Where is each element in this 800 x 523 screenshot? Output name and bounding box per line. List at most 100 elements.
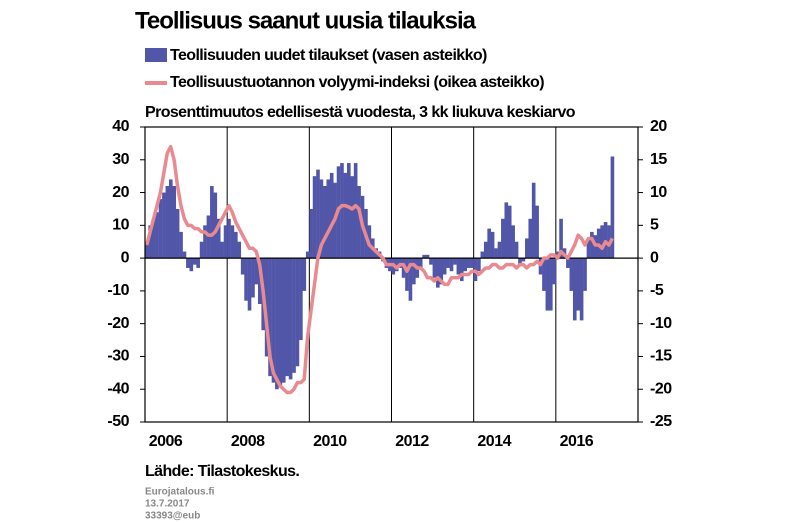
bar: [203, 225, 207, 259]
bar: [439, 258, 444, 285]
bar: [528, 218, 533, 259]
y-tick-label: -50: [107, 413, 129, 430]
y2-tick-label: 20: [650, 118, 667, 135]
bar: [466, 258, 471, 268]
bar: [507, 205, 512, 259]
plot-frame: [144, 126, 639, 423]
bar: [418, 258, 423, 268]
x-tick-label: 2016: [560, 433, 594, 450]
bar: [189, 258, 194, 272]
bar: [247, 258, 252, 311]
bar: [329, 172, 334, 259]
bar: [240, 258, 245, 275]
bar: [531, 182, 536, 259]
bar: [576, 258, 580, 311]
bar: [158, 199, 163, 259]
y-tick-label: 0: [121, 249, 130, 266]
bar: [343, 172, 348, 259]
bar: [514, 241, 519, 259]
bar: [449, 258, 454, 272]
bar: [299, 258, 303, 341]
y2-tick-label: -25: [650, 413, 672, 430]
bar: [162, 192, 166, 259]
bar: [408, 258, 413, 301]
bar: [446, 258, 450, 268]
x-tick-label: 2006: [149, 433, 183, 450]
subtitle: Prosenttimuutos edellisestä vuodesta, 3 …: [145, 104, 576, 121]
y-tick-label: 10: [112, 217, 129, 234]
bar: [196, 258, 200, 268]
bar: [487, 228, 491, 259]
bar: [309, 208, 313, 259]
bar: [357, 186, 361, 259]
bar: [545, 258, 550, 311]
bar: [168, 179, 173, 259]
y-tick-label: -30: [107, 348, 129, 365]
bar: [346, 163, 351, 259]
bar: [610, 156, 615, 259]
y-tick-label: 30: [112, 151, 129, 168]
bar: [456, 258, 461, 275]
bar: [281, 258, 286, 383]
bar: [525, 238, 529, 259]
x-tick-label: 2010: [313, 433, 347, 450]
bar: [179, 231, 183, 259]
bar: [453, 258, 457, 265]
footer: 33393@eub: [145, 511, 200, 522]
bar: [182, 251, 187, 259]
bar: [459, 258, 464, 282]
bar: [271, 258, 276, 383]
y2-tick-label: 5: [650, 217, 659, 234]
bar: [590, 231, 594, 259]
bar: [497, 241, 502, 259]
bar: [542, 258, 546, 291]
y2-tick-label: 10: [650, 184, 667, 201]
bar: [186, 258, 190, 268]
bar: [165, 186, 170, 259]
bar: [470, 258, 474, 268]
bar: [230, 225, 235, 259]
bar: [394, 258, 399, 272]
legend-swatch: [145, 48, 167, 62]
bar: [288, 258, 293, 380]
bar: [216, 218, 221, 259]
bar: [559, 218, 563, 259]
bar: [316, 169, 320, 259]
bar: [237, 241, 242, 259]
y2-tick-label: -10: [650, 315, 672, 332]
bar: [586, 238, 591, 259]
legend-label: Teollisuuden uudet tilaukset (vasen aste…: [170, 47, 487, 64]
bar: [220, 241, 224, 259]
bar: [422, 254, 426, 259]
bar: [340, 163, 344, 259]
footer: 13.7.2017: [145, 499, 190, 510]
y2-tick-label: -15: [650, 348, 672, 365]
bar: [480, 251, 485, 259]
y-tick-label: -10: [107, 282, 129, 299]
bar: [501, 218, 505, 259]
y-tick-label: 20: [112, 184, 129, 201]
bar: [175, 208, 180, 259]
bar: [319, 179, 324, 259]
bar: [254, 258, 259, 285]
y2-tick-label: 15: [650, 151, 667, 168]
line: [145, 144, 614, 395]
y2-tick-label: -5: [650, 282, 664, 299]
bar: [295, 258, 300, 367]
bar: [405, 258, 409, 291]
bar: [572, 258, 577, 321]
legend-label: Teollisuustuotannon volyymi-indeksi (oik…: [170, 74, 544, 91]
bar: [292, 258, 296, 373]
bar: [326, 179, 331, 259]
bar: [483, 241, 488, 259]
bar: [511, 225, 515, 259]
bar: [436, 258, 440, 288]
bar: [305, 251, 310, 259]
bar: [227, 218, 231, 259]
bar: [432, 258, 437, 278]
x-tick-label: 2012: [395, 433, 429, 450]
bar: [257, 258, 262, 304]
bar: [425, 254, 430, 259]
chart-title: Teollisuus saanut uusia tilauksia: [135, 7, 477, 34]
bar: [278, 258, 283, 386]
